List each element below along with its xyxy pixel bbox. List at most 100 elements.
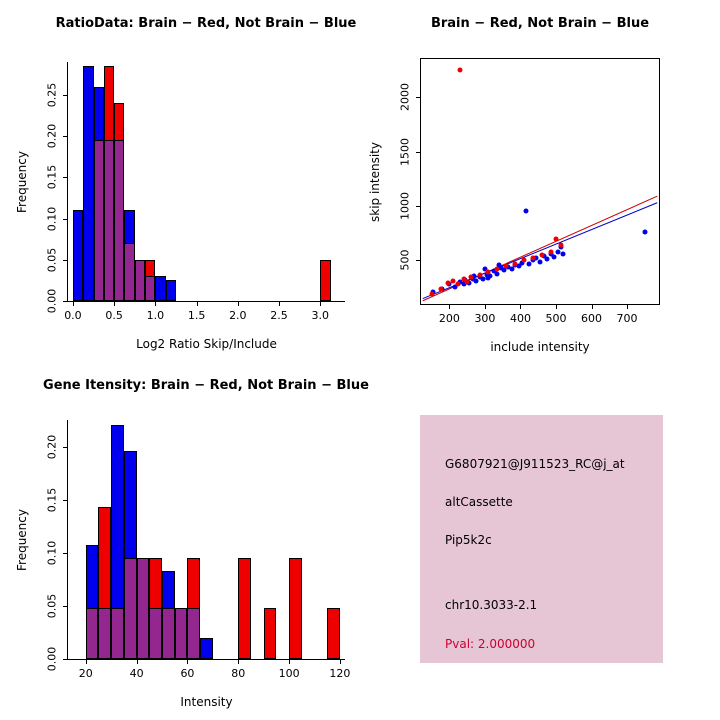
x-tick-label: 700 bbox=[616, 312, 638, 325]
hist-bar bbox=[200, 637, 213, 659]
x-tick-label: 40 bbox=[129, 667, 144, 680]
gene-hist-xlabel: Intensity bbox=[180, 695, 233, 709]
hist-bar-overlap bbox=[111, 608, 124, 659]
y-tick bbox=[63, 552, 68, 554]
x-tick-label: 1.5 bbox=[187, 309, 206, 322]
y-tick bbox=[416, 151, 421, 153]
scatter-point-blue bbox=[537, 259, 543, 265]
scatter-point-red bbox=[464, 279, 470, 285]
x-tick bbox=[196, 301, 198, 306]
hist-bar bbox=[327, 608, 340, 659]
hist-bar bbox=[155, 276, 166, 301]
x-tick bbox=[289, 659, 291, 664]
y-tick-label: 1000 bbox=[398, 192, 412, 220]
scatter-point-red bbox=[512, 261, 518, 267]
scatter-point-blue bbox=[526, 261, 532, 267]
y-tick-label: 1500 bbox=[398, 137, 412, 166]
x-tick-label: 3.0 bbox=[311, 309, 330, 322]
x-tick-label: 100 bbox=[278, 667, 300, 680]
scatter-point-red bbox=[494, 266, 500, 272]
hist-bar-overlap bbox=[136, 558, 150, 659]
scatter-point-red bbox=[539, 252, 545, 258]
gene-hist-title: Gene Itensity: Brain − Red, Not Brain − … bbox=[43, 378, 369, 393]
x-tick bbox=[520, 304, 522, 309]
y-tick bbox=[63, 94, 68, 96]
hist-bar-overlap bbox=[85, 608, 99, 659]
hist-bar-overlap bbox=[124, 243, 135, 301]
scatter-point-red bbox=[429, 291, 435, 297]
x-tick bbox=[136, 659, 138, 664]
hist-bar-overlap bbox=[174, 608, 188, 659]
pval-line: Pval: 2.000000 bbox=[445, 637, 536, 651]
scatter-plot: include intensity skip intensity 200 300 4… bbox=[368, 58, 660, 354]
gene-histogram-plot: Intensity Frequency 20 40 60 80 100 120 0.00 0.… bbox=[15, 420, 350, 709]
scatter-point-blue bbox=[470, 276, 475, 282]
scatter-point-blue bbox=[516, 263, 522, 269]
scatter-point-blue bbox=[498, 265, 504, 271]
scatter-point-red bbox=[553, 236, 559, 242]
x-tick-label: 80 bbox=[231, 667, 246, 680]
scatter-point-blue bbox=[496, 262, 502, 268]
scatter-point-blue bbox=[480, 276, 486, 282]
hist-bar-overlap bbox=[93, 140, 104, 301]
scatter-point-red bbox=[548, 249, 554, 255]
scatter-point-blue bbox=[452, 284, 458, 290]
x-tick-label: 1.0 bbox=[146, 309, 165, 322]
scatter-point-red bbox=[438, 286, 444, 292]
x-tick-label: 200 bbox=[438, 312, 460, 325]
hist-bar-overlap bbox=[162, 608, 175, 659]
x-tick bbox=[114, 301, 116, 306]
chromosome-label: chr10.3033-2.1 bbox=[445, 598, 538, 612]
x-tick bbox=[237, 301, 239, 306]
hist-bar-overlap bbox=[98, 608, 112, 659]
scatter-point-blue bbox=[471, 273, 477, 279]
scatter-point-red bbox=[485, 269, 491, 275]
scatter-point-blue bbox=[482, 266, 488, 272]
x-tick-label: 0.5 bbox=[105, 309, 123, 322]
hist-bar bbox=[238, 558, 251, 659]
x-tick bbox=[72, 301, 74, 306]
scatter-ylabel: skip intensity bbox=[368, 141, 382, 222]
x-tick-label: 2.5 bbox=[270, 309, 288, 322]
x-tick bbox=[449, 304, 451, 309]
y-tick bbox=[63, 136, 68, 138]
y-tick-label: 0.05 bbox=[45, 593, 59, 619]
x-tick-label: 400 bbox=[509, 312, 531, 325]
x-tick bbox=[320, 301, 322, 306]
scatter-point-blue bbox=[477, 274, 483, 280]
scatter-point-red bbox=[461, 276, 467, 282]
scatter-point-blue bbox=[555, 249, 561, 255]
y-tick bbox=[63, 659, 68, 660]
y-tick-label: 0.20 bbox=[45, 123, 59, 149]
hist-bar-overlap bbox=[134, 259, 146, 301]
hist-bar-overlap bbox=[145, 276, 156, 301]
x-tick-label: 500 bbox=[545, 312, 567, 325]
y-tick-label: 500 bbox=[398, 249, 412, 271]
y-tick-label: 0.20 bbox=[45, 434, 59, 459]
y-tick bbox=[63, 301, 68, 302]
hist-bar-overlap bbox=[149, 608, 163, 659]
scatter-point-blue bbox=[533, 255, 539, 261]
y-tick-label: 0.00 bbox=[45, 288, 59, 314]
scatter-point-red bbox=[530, 255, 536, 261]
y-tick bbox=[63, 218, 68, 220]
hist-bar bbox=[263, 608, 277, 659]
probe-id-label: G6807921@J911523_RC@j_at bbox=[445, 457, 625, 471]
hist-bar-overlap bbox=[187, 608, 201, 659]
scatter-point-blue bbox=[501, 267, 507, 273]
scatter-point-blue bbox=[523, 208, 529, 214]
scatter-title: Brain − Red, Not Brain − Blue bbox=[430, 16, 650, 31]
x-tick bbox=[187, 659, 189, 664]
scatter-point-red bbox=[503, 263, 509, 269]
hist-bar bbox=[83, 66, 94, 301]
gene-name-label: Pip5k2c bbox=[445, 533, 492, 547]
scatter-point-blue bbox=[473, 278, 479, 284]
hist-bar bbox=[320, 259, 331, 301]
x-tick-label: 600 bbox=[581, 312, 602, 325]
regression-lines bbox=[422, 195, 658, 302]
info-box: G6807921@J911523_RC@j_at altCassette Pip… bbox=[420, 415, 663, 663]
scatter-point-blue bbox=[509, 266, 515, 272]
scatter-point-red bbox=[455, 281, 461, 287]
scatter-point-blue bbox=[491, 268, 497, 274]
